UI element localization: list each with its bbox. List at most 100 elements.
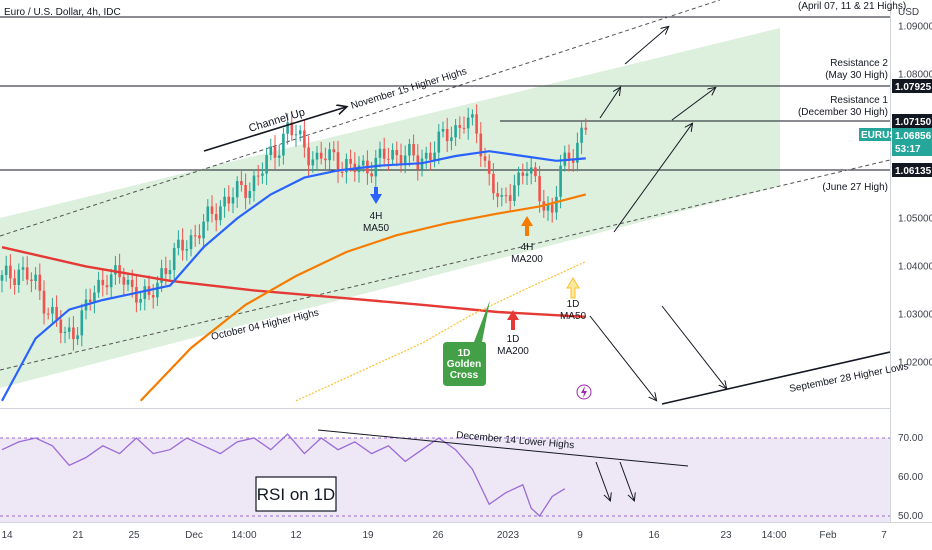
candle-body	[298, 130, 302, 135]
candle-body	[223, 196, 226, 207]
resistance-2-title: Resistance 2	[830, 58, 888, 69]
candle-body	[370, 173, 373, 177]
candle-body	[576, 142, 579, 163]
candle-body	[181, 239, 184, 251]
candle-body	[504, 195, 508, 197]
candle-body	[273, 146, 277, 158]
candle-body	[177, 239, 180, 249]
candle-body	[496, 193, 499, 197]
trendline-sep28-higher-lows[interactable]	[661, 351, 891, 405]
candle-body	[303, 130, 306, 148]
april-highs-label: (April 07, 11 & 21 Highs)	[798, 1, 906, 12]
candle-body	[294, 134, 298, 136]
price-tick-label: 1.05000	[898, 213, 932, 224]
candle-body	[529, 167, 533, 174]
lightning-icon[interactable]	[576, 384, 592, 400]
trendline-oct04-higher-highs[interactable]	[0, 159, 891, 371]
time-tick-label: 26	[432, 530, 444, 541]
currency-label: USD	[898, 7, 919, 18]
candle-body	[324, 158, 327, 161]
candle-body	[185, 249, 189, 251]
trendline-nov15-higher-highs[interactable]	[0, 0, 721, 237]
time-tick-label: 14:00	[231, 530, 256, 541]
tag-resistance-2: 1.07925	[892, 79, 932, 93]
candle-body	[252, 175, 256, 192]
time-tick-label: 2023	[497, 530, 520, 541]
candle-body	[378, 148, 382, 158]
candle-body	[441, 128, 445, 132]
candle-body	[109, 274, 113, 288]
tag-june-27: 1.06135	[892, 163, 932, 177]
candle-body	[567, 152, 571, 161]
svg-text:1D: 1D	[567, 299, 580, 310]
candle-body	[202, 221, 205, 239]
rsi-tick-label: 60.00	[898, 472, 923, 483]
candle-body	[450, 137, 453, 142]
candle-body	[93, 292, 96, 303]
resistance-2-sub: (May 30 High)	[825, 70, 888, 81]
projection-arrow-2	[624, 27, 668, 65]
candle-body	[51, 306, 54, 314]
candle-body	[319, 152, 323, 159]
price-tick-label: 1.09000	[898, 21, 932, 32]
svg-text:Cross: Cross	[450, 370, 479, 381]
candle-body	[382, 148, 386, 159]
candle-body	[265, 155, 268, 174]
candle-body	[114, 265, 117, 275]
candle-body	[231, 197, 235, 204]
moving-averages	[1, 150, 587, 402]
candle-body	[555, 196, 558, 213]
candle-body	[248, 191, 252, 198]
candle-body	[458, 125, 462, 128]
candle-body	[198, 235, 201, 239]
candle-body	[433, 152, 436, 160]
candle-body	[235, 181, 239, 198]
candle-body	[429, 152, 432, 160]
svg-text:4H: 4H	[521, 242, 534, 253]
projection-arrow-5	[589, 315, 656, 400]
rsi-axis-ticks[interactable]: 70.00 60.00 50.00	[898, 433, 923, 522]
ma50-1d-marker: 1D MA50	[560, 277, 586, 322]
rsi-pane-background	[0, 438, 890, 522]
svg-text:1D: 1D	[458, 348, 471, 359]
price-tick-label: 1.08000	[898, 69, 932, 80]
rsi-series	[1, 433, 566, 518]
candle-body	[361, 160, 365, 166]
candle-body	[168, 270, 172, 275]
candle-body	[105, 285, 109, 288]
chart-title: Euro / U.S. Dollar, 4h, IDC	[4, 7, 121, 18]
candle-body	[525, 173, 529, 176]
tag-resistance-1: 1.07150	[892, 114, 932, 128]
price-axis-ticks[interactable]: 1.090001.080001.070001.060001.050001.040…	[898, 21, 932, 368]
candle-body	[466, 117, 470, 129]
candle-body	[277, 155, 281, 158]
projection-arrow-1	[599, 88, 620, 119]
candle-body	[521, 172, 525, 176]
time-axis-ticks[interactable]: 14 21 25 Dec 14:00 12 19 26 2023 9 16 23 14:00 Feb 7	[1, 530, 887, 541]
candle-body	[269, 146, 273, 156]
rsi-line	[1, 433, 566, 518]
candle-body	[59, 319, 63, 334]
candle-body	[471, 114, 474, 118]
june-27-label: (June 27 High)	[822, 182, 888, 193]
time-tick-label: Feb	[819, 530, 837, 541]
tag-current-price: EURUSD 1.06856 53:17	[859, 128, 932, 156]
svg-text:1.06856: 1.06856	[895, 131, 932, 142]
candle-body	[345, 159, 348, 173]
price-tick-label: 1.04000	[898, 261, 932, 272]
candle-body	[72, 327, 75, 340]
candle-body	[214, 213, 218, 221]
time-tick-label: 14	[1, 530, 13, 541]
candle-body	[559, 165, 562, 197]
candle-body	[286, 122, 289, 134]
candle-body	[219, 206, 222, 221]
resistance-1-sub: (December 30 High)	[798, 107, 888, 118]
candle-body	[143, 286, 147, 299]
candle-body	[336, 152, 340, 173]
trendline-dec14-lower-highs[interactable]	[317, 429, 689, 467]
candle-body	[256, 175, 260, 177]
candle-body	[307, 147, 310, 166]
svg-text:1.06135: 1.06135	[895, 166, 932, 177]
candle-body	[126, 279, 130, 285]
projection-arrow-6	[661, 305, 726, 388]
